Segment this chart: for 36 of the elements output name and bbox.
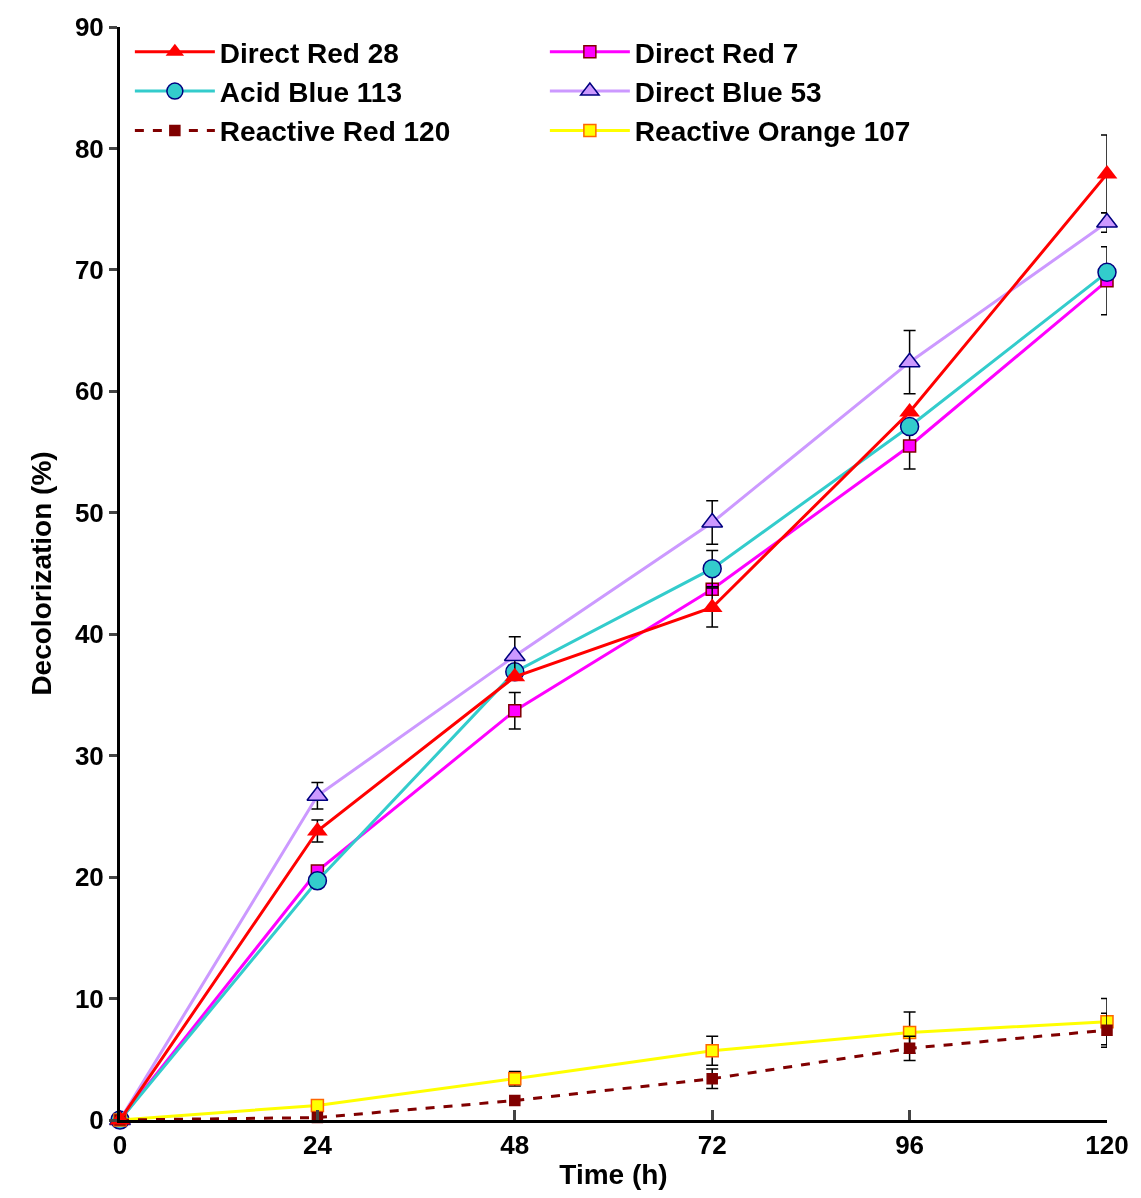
legend-label: Reactive Red 120 xyxy=(219,116,451,148)
point xyxy=(899,402,920,417)
x-tick-label: 120 xyxy=(1085,1130,1129,1161)
y-tick-label: 40 xyxy=(74,619,104,650)
point xyxy=(307,871,328,891)
point xyxy=(307,821,328,836)
point xyxy=(509,1094,521,1107)
x-axis-title: Time (h) xyxy=(559,1159,668,1191)
point xyxy=(903,1042,916,1055)
y-tick-label: 90 xyxy=(74,12,104,43)
legend-label: Reactive Orange 107 xyxy=(634,116,911,148)
legend-label: Acid Blue 113 xyxy=(219,77,402,109)
x-tick-label: 48 xyxy=(500,1130,530,1161)
y-tick-label: 30 xyxy=(74,740,104,771)
x-tick-label: 96 xyxy=(895,1130,925,1161)
point xyxy=(902,439,917,453)
y-tick-label: 50 xyxy=(74,497,104,528)
y-tick-label: 0 xyxy=(89,1105,104,1136)
y-tick-label: 80 xyxy=(74,133,104,164)
y-tick-label: 10 xyxy=(74,983,104,1014)
y-tick-label: 20 xyxy=(74,862,104,893)
x-tick-label: 0 xyxy=(112,1130,128,1161)
point xyxy=(1101,1024,1113,1036)
legend-label: Direct Blue 53 xyxy=(634,77,822,109)
point xyxy=(702,558,722,579)
point xyxy=(508,703,522,718)
y-axis-title: Decolorization (%) xyxy=(25,451,57,696)
legend-label: Direct Red 7 xyxy=(634,37,799,69)
y-tick-label: 70 xyxy=(74,254,104,285)
point xyxy=(705,1044,719,1058)
y-tick-label: 60 xyxy=(74,376,104,407)
legend-label: Direct Red 28 xyxy=(219,37,399,69)
point xyxy=(899,416,920,437)
x-tick-label: 24 xyxy=(302,1130,333,1161)
x-tick-label: 72 xyxy=(697,1130,727,1161)
point xyxy=(310,1098,325,1113)
